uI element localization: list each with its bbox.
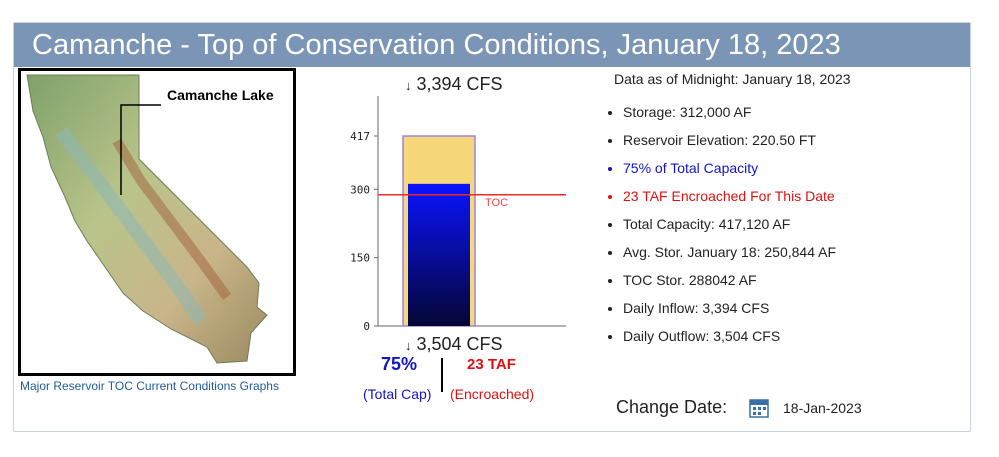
down-arrow-icon: ↓ bbox=[405, 78, 412, 93]
down-arrow-icon: ↓ bbox=[405, 338, 412, 353]
y-tick-label: 417 bbox=[350, 130, 370, 143]
stats-list: Storage: 312,000 AF Reservoir Elevation:… bbox=[587, 98, 836, 350]
stat-elevation: Reservoir Elevation: 220.50 FT bbox=[623, 126, 836, 154]
stat-avg-storage: Avg. Stor. January 18: 250,844 AF bbox=[623, 238, 836, 266]
header-bar: Camanche - Top of Conservation Condition… bbox=[14, 23, 970, 67]
encroached-caption: (Encroached) bbox=[450, 386, 535, 402]
percent-capacity: 75% bbox=[381, 354, 418, 374]
y-tick-label: 150 bbox=[350, 252, 370, 265]
toc-panel: Camanche - Top of Conservation Condition… bbox=[13, 22, 971, 432]
percent-caption: (Total Cap) bbox=[363, 386, 432, 402]
change-date-label: Change Date: bbox=[616, 397, 728, 417]
toc-graphs-link[interactable]: Major Reservoir TOC Current Conditions G… bbox=[20, 379, 279, 393]
stat-percent-capacity: 75% of Total Capacity bbox=[623, 154, 836, 182]
inflow-label: ↓ 3,394 CFS bbox=[405, 74, 503, 95]
calendar-icon[interactable] bbox=[749, 398, 769, 418]
toc-label: TOC bbox=[485, 197, 508, 209]
storage-chart: ↓ 3,394 CFS TOC 417 300 150 0 ↓ 3,504 CFS 75… bbox=[334, 68, 574, 408]
storage-bar bbox=[408, 183, 470, 326]
map-graphic bbox=[26, 74, 268, 364]
sierra-range bbox=[112, 138, 232, 300]
inflow-value: 3,394 CFS bbox=[416, 74, 503, 94]
chart-graphic: TOC 417 300 150 0 bbox=[350, 96, 566, 333]
stat-storage: Storage: 312,000 AF bbox=[623, 98, 836, 126]
y-tick-label: 0 bbox=[363, 320, 370, 333]
outflow-label: ↓ 3,504 CFS bbox=[405, 334, 503, 355]
stat-inflow: Daily Inflow: 3,394 CFS bbox=[623, 294, 836, 322]
california-map: Camanche Lake bbox=[18, 68, 296, 376]
stat-toc-storage: TOC Stor. 288042 AF bbox=[623, 266, 836, 294]
page-title: Camanche - Top of Conservation Condition… bbox=[32, 29, 841, 61]
lake-label: Camanche Lake bbox=[167, 87, 274, 103]
central-valley bbox=[55, 126, 207, 325]
encroached-amount: 23 TAF bbox=[467, 356, 516, 373]
stat-total-capacity: Total Capacity: 417,120 AF bbox=[623, 210, 836, 238]
data-as-of: Data as of Midnight: January 18, 2023 bbox=[614, 71, 851, 87]
date-value[interactable]: 18-Jan-2023 bbox=[783, 400, 862, 416]
stat-outflow: Daily Outflow: 3,504 CFS bbox=[623, 322, 836, 350]
outflow-value: 3,504 CFS bbox=[416, 334, 503, 354]
state-shape bbox=[26, 74, 268, 364]
lake-pointer bbox=[120, 104, 161, 195]
stat-encroached: 23 TAF Encroached For This Date bbox=[623, 182, 836, 210]
y-tick-label: 300 bbox=[350, 183, 370, 196]
divider bbox=[441, 358, 443, 392]
